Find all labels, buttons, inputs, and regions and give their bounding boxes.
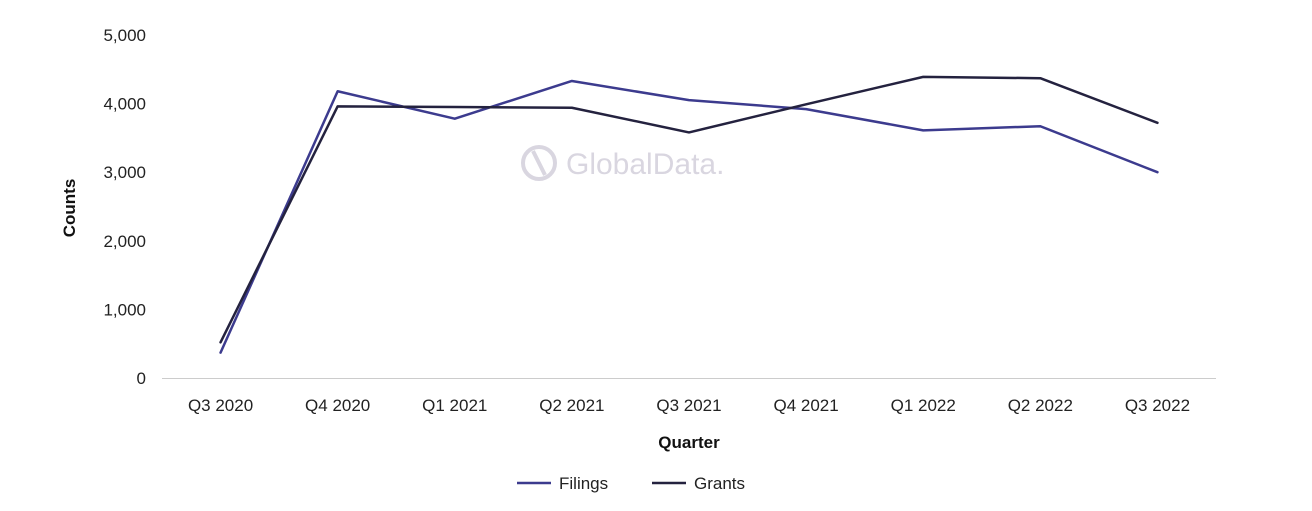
y-tick-label: 4,000 xyxy=(103,95,146,114)
x-tick-label: Q2 2022 xyxy=(1008,396,1073,415)
globaldata-logo-icon xyxy=(521,145,557,181)
x-tick-label: Q4 2021 xyxy=(773,396,838,415)
legend-label-filings: Filings xyxy=(559,474,608,493)
series-line-filings xyxy=(219,79,1159,354)
y-axis-ticks: 0 1,000 2,000 3,000 4,000 5,000 xyxy=(103,26,146,388)
x-axis-ticks: Q3 2020 Q4 2020 Q1 2021 Q2 2021 Q3 2021 Q4 20… xyxy=(188,396,1190,415)
x-tick-label: Q3 2021 xyxy=(656,396,721,415)
x-tick-label: Q1 2021 xyxy=(422,396,487,415)
y-tick-label: 2,000 xyxy=(103,232,146,251)
legend-label-grants: Grants xyxy=(694,474,745,493)
x-tick-label: Q3 2020 xyxy=(188,396,253,415)
series-lines xyxy=(219,75,1159,354)
x-tick-label: Q3 2022 xyxy=(1125,396,1190,415)
x-tick-label: Q1 2022 xyxy=(891,396,956,415)
x-tick-label: Q4 2020 xyxy=(305,396,370,415)
y-tick-label: 5,000 xyxy=(103,26,146,45)
series-line-grants xyxy=(219,75,1159,344)
y-axis-title: Counts xyxy=(60,179,79,238)
x-tick-label: Q2 2021 xyxy=(539,396,604,415)
y-tick-label: 3,000 xyxy=(103,163,146,182)
x-axis-title: Quarter xyxy=(658,433,720,452)
legend: Filings Grants xyxy=(517,474,745,493)
y-tick-label: 1,000 xyxy=(103,300,146,319)
watermark: GlobalData. xyxy=(521,145,724,181)
watermark-text: GlobalData. xyxy=(566,148,724,181)
y-tick-label: 0 xyxy=(137,369,146,388)
